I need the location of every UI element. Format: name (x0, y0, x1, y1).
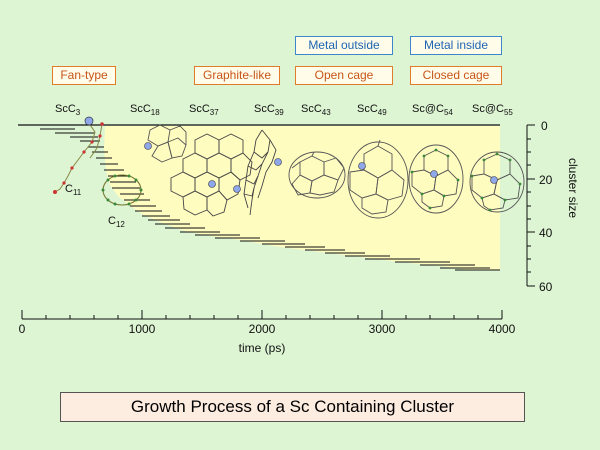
scc54-atoms (410, 148, 460, 210)
growth-area (104, 126, 500, 270)
sc-atom-icon (490, 176, 498, 184)
molecule-label-scc49: ScC49 (357, 103, 387, 118)
c12-ring-structure (101, 174, 143, 206)
x-tick-label: 4000 (489, 322, 516, 336)
tag-metal-outside: Metal outside (295, 36, 393, 55)
growth-traces (40, 128, 500, 271)
molecule-label-scc54: Sc@C54 (412, 103, 453, 118)
molecule-label-c11: C11 (65, 183, 82, 198)
tag-fan-type: Fan-type (52, 66, 116, 85)
sc-atom-icon (208, 180, 216, 188)
sc-atom-icon (233, 185, 241, 193)
tag-open-cage: Open cage (295, 66, 393, 85)
sc-atom-icon (430, 170, 438, 178)
molecule-label-scc37: ScC37 (189, 103, 219, 118)
y-axis (526, 124, 535, 287)
x-tick-label: 2000 (249, 322, 276, 336)
y-tick-label: 0 (541, 119, 548, 133)
molecule-label-scc3: ScC3 (55, 103, 81, 118)
molecule-label-scc18: ScC18 (130, 103, 160, 118)
figure-title: Growth Process of a Sc Containing Cluste… (60, 392, 525, 422)
x-axis-label: time (ps) (239, 341, 286, 355)
y-axis-label: cluster size (566, 158, 580, 218)
scc55-atoms (470, 152, 522, 212)
scc39-structure (243, 129, 277, 216)
scc55-structure (469, 151, 525, 213)
scc37-structure (170, 133, 253, 217)
x-tick-label: 1000 (129, 322, 156, 336)
x-axis (21, 310, 503, 320)
tag-graphite-like: Graphite-like (194, 66, 280, 85)
molecule-label-scc43: ScC43 (301, 103, 331, 118)
scc43-structure (288, 151, 346, 199)
molecule-label-c12: C12 (108, 215, 125, 230)
molecule-label-scc55: Sc@C55 (472, 103, 513, 118)
scc18-structure (147, 124, 187, 163)
y-tick-label: 20 (539, 173, 553, 187)
scc49-structure (347, 139, 409, 219)
sc-atom-icon (84, 116, 94, 126)
tag-metal-inside: Metal inside (410, 36, 502, 55)
molecule-label-scc39: ScC39 (254, 103, 284, 118)
fan-chain-atoms (53, 122, 104, 194)
sc-atom-icon (358, 162, 366, 170)
tag-closed-cage: Closed cage (410, 66, 502, 85)
x-tick-label: 0 (19, 322, 26, 336)
y-tick-label: 40 (539, 226, 553, 240)
x-tick-label: 3000 (369, 322, 396, 336)
fan-chain-structure (54, 121, 103, 193)
y-tick-label: 60 (539, 280, 553, 294)
sc-atom-icon (274, 158, 282, 166)
sc-atom-icon (144, 142, 152, 150)
